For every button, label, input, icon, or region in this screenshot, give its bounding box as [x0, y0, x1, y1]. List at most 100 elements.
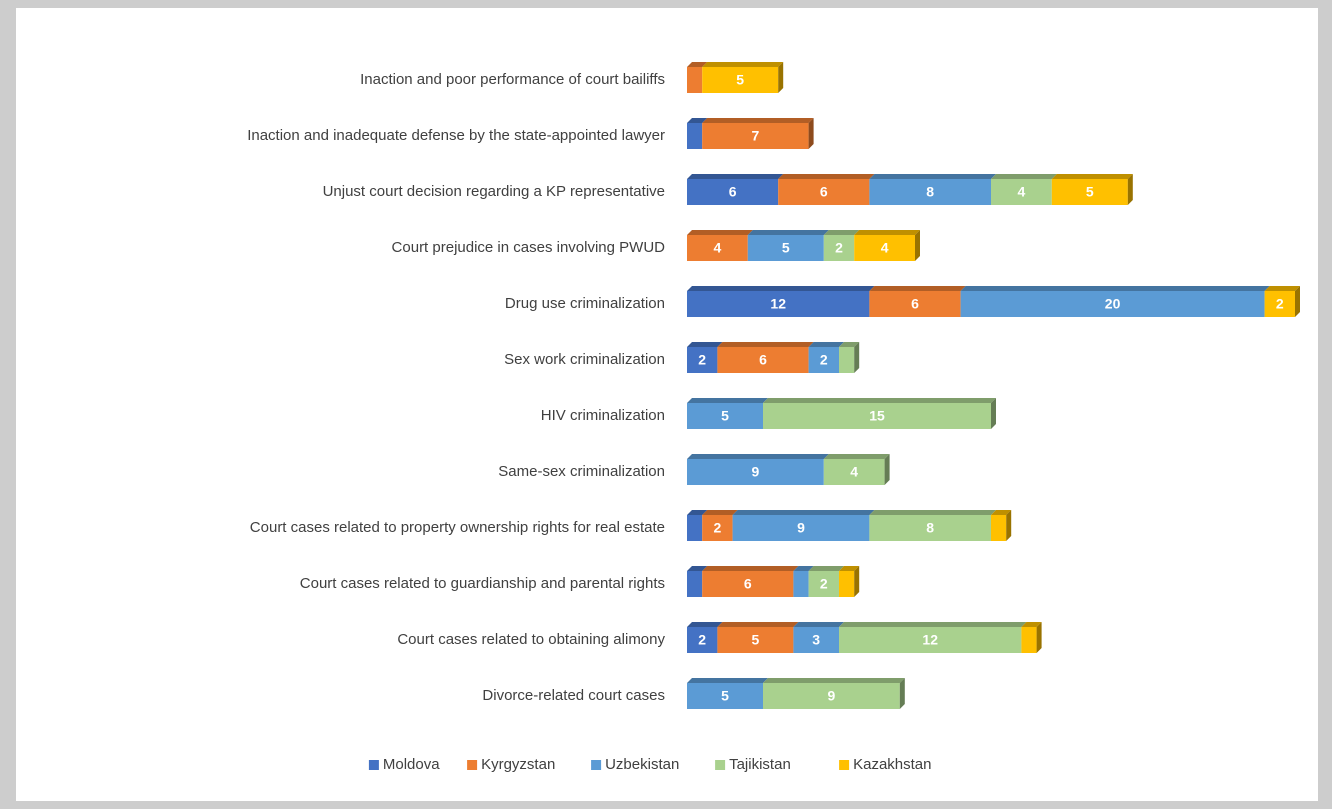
bar-top: [687, 230, 753, 235]
legend-swatch: [839, 760, 850, 770]
bar-segment: [991, 515, 1007, 541]
plot-panel: [16, 8, 1318, 801]
bar-top: [687, 286, 875, 291]
value-label: 5: [1086, 184, 1094, 200]
bar-top: [793, 566, 814, 571]
bar-segment: [763, 683, 900, 709]
bar-top: [702, 566, 799, 571]
bar-top: [839, 622, 1027, 627]
bar-top: [687, 398, 768, 403]
bar-top: [717, 342, 814, 347]
legend-label: Moldova: [383, 756, 440, 773]
bar-segment: [854, 235, 915, 261]
legend-label: Kazakhstan: [853, 756, 931, 773]
value-label: 2: [1276, 296, 1284, 312]
bar-segment: [839, 571, 855, 597]
bar-top: [763, 398, 996, 403]
value-label: 2: [698, 352, 706, 368]
bar-end: [808, 118, 814, 149]
value-label: 6: [759, 352, 767, 368]
value-label: 6: [729, 184, 737, 200]
value-label: 12: [770, 296, 786, 312]
value-label: 2: [698, 632, 706, 648]
bar-top: [869, 174, 996, 179]
category-label: Unjust court decision regarding a KP rep…: [323, 183, 665, 200]
bar-segment: [823, 235, 855, 261]
bar-segment: [793, 627, 839, 653]
bar-top: [991, 510, 1012, 515]
bar-segment: [808, 347, 839, 373]
bar-end: [1295, 286, 1300, 317]
bar-segment: [717, 627, 794, 653]
value-label: 5: [721, 408, 729, 424]
category-label: Sex work criminalization: [504, 351, 665, 368]
legend-label: Kyrgyzstan: [481, 756, 555, 773]
bar-segment: [687, 515, 703, 541]
bar-segment: [763, 403, 991, 429]
bar-top: [747, 230, 829, 235]
bar-end: [915, 230, 920, 261]
bar-segment: [717, 347, 809, 373]
category-label: Court prejudice in cases involving PWUD: [392, 239, 666, 256]
bar-top: [732, 510, 875, 515]
bar-top: [854, 230, 920, 235]
category-label: HIV criminalization: [541, 407, 665, 424]
bar-top: [702, 62, 784, 67]
value-label: 7: [752, 128, 760, 144]
bar-top: [793, 622, 844, 627]
legend-label: Tajikistan: [729, 756, 791, 773]
bar-top: [1051, 174, 1133, 179]
legend-swatch: [591, 760, 602, 770]
bar-end: [1036, 622, 1042, 653]
bar-top: [808, 342, 844, 347]
bar-segment: [732, 515, 870, 541]
bar-top: [823, 230, 860, 235]
value-label: 2: [820, 576, 828, 592]
bar-top: [823, 454, 890, 459]
bar-top: [778, 174, 875, 179]
bar-segment: [687, 291, 870, 317]
bar-top: [687, 622, 723, 627]
value-label: 6: [744, 576, 752, 592]
value-label: 6: [820, 184, 828, 200]
bar-end: [899, 678, 905, 709]
bar-segment: [869, 291, 961, 317]
bar-top: [717, 622, 799, 627]
value-label: 2: [714, 520, 722, 536]
category-label: Inaction and inadequate defense by the s…: [247, 127, 665, 144]
value-label: 5: [721, 688, 729, 704]
bar-segment: [1264, 291, 1295, 317]
bar-top: [991, 174, 1057, 179]
value-label: 5: [782, 240, 790, 256]
bar-segment: [687, 123, 703, 149]
category-label: Divorce-related court cases: [482, 687, 665, 704]
bar-segment: [687, 683, 763, 709]
value-label: 12: [922, 632, 938, 648]
value-label: 2: [835, 240, 843, 256]
bar-segment: [687, 179, 779, 205]
value-label: 2: [820, 352, 828, 368]
bar-segment: [702, 123, 809, 149]
value-label: 15: [869, 408, 885, 424]
bar-top: [687, 566, 708, 571]
bar-end: [991, 398, 996, 429]
category-label: Court cases related to guardianship and …: [300, 575, 665, 592]
value-label: 5: [736, 72, 744, 88]
bar-segment: [991, 179, 1052, 205]
value-label: 9: [828, 688, 836, 704]
bar-segment: [702, 571, 794, 597]
legend-label: Uzbekistan: [605, 756, 679, 773]
bar-top: [702, 118, 814, 123]
bar-segment: [1051, 179, 1128, 205]
bar-top: [960, 286, 1270, 291]
bar-segment: [687, 67, 703, 93]
bar-segment: [839, 627, 1022, 653]
bar-segment: [823, 459, 885, 485]
bar-top: [869, 510, 996, 515]
bar-top: [687, 678, 768, 683]
bar-segment: [869, 179, 991, 205]
bar-segment: [1021, 627, 1037, 653]
value-label: 4: [881, 240, 889, 256]
